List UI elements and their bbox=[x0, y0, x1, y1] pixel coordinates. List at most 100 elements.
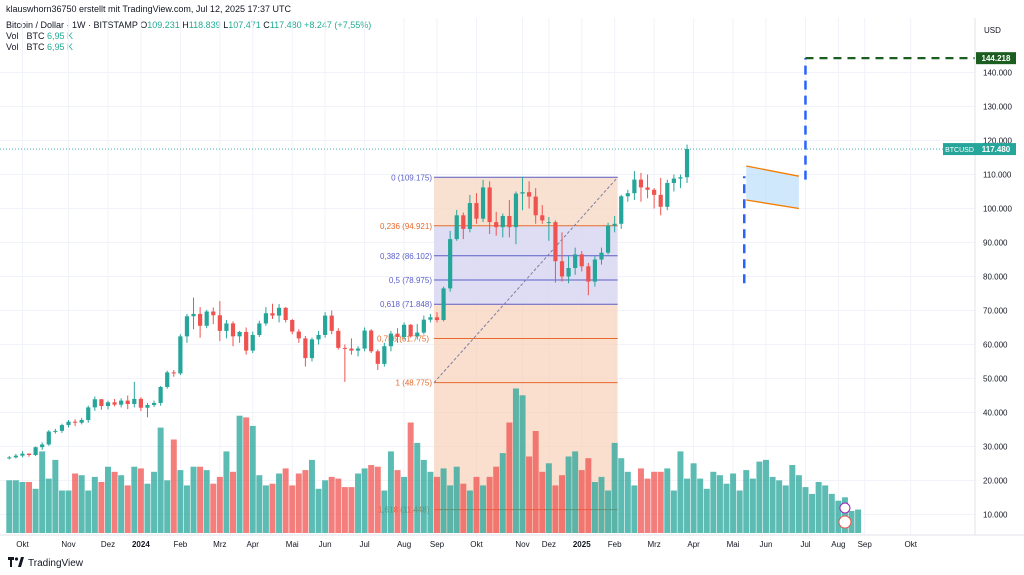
volume-bar bbox=[407, 422, 414, 533]
candle-body bbox=[132, 398, 137, 404]
price-tick-label: 60.000 bbox=[983, 341, 1008, 350]
candle-body bbox=[375, 351, 380, 364]
legend-high-label: H bbox=[182, 20, 189, 30]
price-tick-label: 20.000 bbox=[983, 477, 1008, 486]
volume-bars bbox=[6, 388, 862, 533]
candle-body bbox=[211, 311, 216, 316]
volume-bar bbox=[65, 490, 72, 533]
volume-bar bbox=[111, 471, 118, 533]
candle-body bbox=[276, 307, 282, 316]
price-tick-label: 70.000 bbox=[983, 307, 1008, 316]
volume-bar bbox=[210, 483, 217, 533]
price-tick-label: 40.000 bbox=[983, 409, 1008, 418]
candle-body bbox=[638, 179, 644, 188]
legend-vol-label[interactable]: Vol · BTC bbox=[6, 31, 45, 41]
volume-bar bbox=[809, 493, 816, 533]
candle-body bbox=[165, 372, 170, 387]
legend-volume-row: Vol · BTC 6,95 K bbox=[6, 31, 371, 42]
volume-bar bbox=[723, 483, 730, 533]
candle-body bbox=[290, 320, 295, 332]
candle-body bbox=[401, 324, 407, 338]
time-tick-label: Dez bbox=[101, 540, 115, 549]
volume-bar bbox=[552, 485, 559, 533]
candle-body bbox=[592, 259, 598, 282]
volume-bar bbox=[466, 490, 473, 533]
volume-bar bbox=[670, 490, 677, 533]
current-price-label: 117.480 bbox=[982, 145, 1011, 154]
candle-body bbox=[72, 421, 78, 423]
candle-body bbox=[408, 324, 413, 337]
candle-body bbox=[250, 334, 255, 351]
candle-body bbox=[566, 268, 571, 277]
volume-bar bbox=[144, 483, 151, 533]
time-tick-label: Jun bbox=[760, 540, 773, 549]
volume-bar bbox=[769, 476, 776, 533]
legend-ohlc-row: Bitcoin / Dollar · 1W · BITSTAMP O109.23… bbox=[6, 20, 371, 31]
volume-bar bbox=[789, 465, 796, 533]
candle-body bbox=[145, 405, 150, 408]
volume-bar bbox=[460, 483, 467, 533]
volume-bar bbox=[684, 478, 691, 533]
volume-bar bbox=[322, 480, 329, 533]
candlesticks bbox=[7, 144, 690, 460]
volume-bar bbox=[447, 485, 454, 533]
time-tick-label: Feb bbox=[608, 540, 622, 549]
currency-label[interactable]: USD bbox=[984, 26, 1001, 35]
price-tick-label: 100.000 bbox=[983, 205, 1012, 214]
candle-body bbox=[263, 313, 269, 324]
time-tick-label: Apr bbox=[247, 540, 260, 549]
volume-bar bbox=[302, 470, 309, 533]
volume-bar bbox=[618, 458, 625, 533]
candle-body bbox=[283, 307, 288, 321]
volume-bar bbox=[157, 427, 164, 533]
candle-body bbox=[125, 400, 130, 404]
volume-bar bbox=[197, 466, 204, 533]
time-tick-label: Dez bbox=[542, 540, 556, 549]
candle-body bbox=[171, 372, 176, 374]
candle-body bbox=[237, 331, 242, 337]
volume-bar bbox=[710, 471, 717, 533]
candle-body bbox=[362, 330, 367, 349]
time-tick-label: Mrz bbox=[647, 540, 660, 549]
axes: USD 10.000 20.000 30.000 40.000 50.000 60.000… bbox=[0, 18, 1024, 549]
candle-body bbox=[388, 333, 394, 347]
volume-bar bbox=[368, 465, 375, 533]
candle-body bbox=[316, 334, 321, 340]
time-tick-label: 2025 bbox=[573, 540, 591, 549]
candle-body bbox=[158, 387, 163, 403]
legend-vol-label-2[interactable]: Vol · BTC bbox=[6, 42, 45, 52]
volume-bar bbox=[6, 480, 13, 533]
fib-level-label: 0,236 (94.921) bbox=[380, 222, 432, 231]
candle-body bbox=[533, 196, 538, 216]
tradingview-brand[interactable]: TradingView bbox=[8, 557, 83, 570]
price-tick-label: 140.000 bbox=[983, 69, 1012, 78]
volume-bar bbox=[394, 470, 401, 533]
volume-bar bbox=[131, 466, 138, 533]
volume-bar bbox=[289, 485, 296, 533]
candle-body bbox=[66, 421, 71, 426]
volume-bar bbox=[703, 488, 710, 533]
volume-bar bbox=[12, 480, 19, 533]
candle-body bbox=[605, 225, 611, 253]
volume-bar bbox=[855, 509, 862, 533]
candle-body bbox=[119, 400, 124, 405]
candle-body bbox=[480, 187, 486, 219]
legend-symbol[interactable]: Bitcoin / Dollar · 1W · BITSTAMP bbox=[6, 20, 138, 30]
volume-bar bbox=[519, 395, 526, 533]
candle-body bbox=[342, 347, 347, 349]
price-tick-label: 80.000 bbox=[983, 273, 1008, 282]
time-tick-label: Nov bbox=[515, 540, 529, 549]
candle-body bbox=[467, 203, 472, 229]
volume-bar bbox=[795, 475, 802, 533]
volume-bar bbox=[216, 476, 223, 533]
time-tick-label: Sep bbox=[858, 540, 873, 549]
time-tick-label: Okt bbox=[905, 540, 918, 549]
time-tick-label: Okt bbox=[470, 540, 483, 549]
tradingview-logo-icon bbox=[8, 557, 24, 570]
volume-bar bbox=[26, 482, 33, 533]
candle-body bbox=[355, 348, 361, 351]
volume-bar bbox=[782, 485, 789, 533]
volume-bar bbox=[19, 482, 26, 533]
candle-body bbox=[461, 215, 466, 229]
